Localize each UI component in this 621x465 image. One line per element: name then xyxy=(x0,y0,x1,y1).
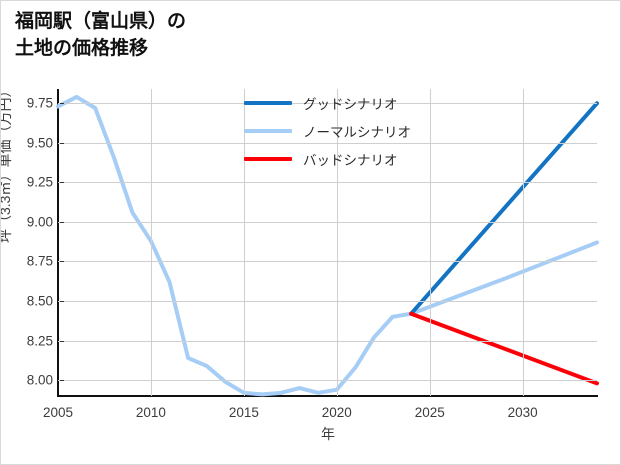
x-axis-tick-label: 2025 xyxy=(414,405,445,420)
legend-item-normal: ノーマルシナリオ xyxy=(244,117,474,145)
x-axis-tick-label: 2030 xyxy=(507,405,538,420)
gridline-vertical xyxy=(244,89,245,396)
y-axis-tick-mark xyxy=(60,301,64,302)
y-axis-tick-label: 9.00 xyxy=(26,214,53,230)
gridline-vertical xyxy=(523,89,524,396)
gridline-horizontal xyxy=(58,341,597,342)
x-axis-tick-label: 2015 xyxy=(228,405,259,420)
legend-swatch-bad xyxy=(244,157,292,161)
gridline-horizontal xyxy=(58,222,597,223)
chart-legend: グッドシナリオ ノーマルシナリオ バッドシナリオ xyxy=(244,89,474,173)
gridline-vertical xyxy=(430,89,431,396)
legend-item-good: グッドシナリオ xyxy=(244,89,474,117)
gridline-horizontal xyxy=(58,301,597,302)
y-axis-tick-mark xyxy=(60,182,64,183)
y-axis-tick-mark xyxy=(60,222,64,223)
legend-label-good: グッドシナリオ xyxy=(303,97,398,112)
gridline-horizontal xyxy=(58,380,597,381)
gridline-horizontal xyxy=(58,103,597,104)
y-axis-label: 坪（3.3㎡）単価（万円） xyxy=(0,83,13,243)
x-axis-tick-label: 2010 xyxy=(135,405,166,420)
gridline-horizontal xyxy=(58,182,597,183)
y-axis-tick-mark xyxy=(60,103,64,104)
y-axis-tick-label: 8.50 xyxy=(26,293,53,309)
series-line xyxy=(56,94,599,397)
gridline-vertical xyxy=(337,89,338,396)
y-axis-tick-mark xyxy=(60,143,64,144)
y-axis-tick-mark xyxy=(60,341,64,342)
y-axis-tick-mark xyxy=(60,261,64,262)
legend-label-bad: バッドシナリオ xyxy=(303,153,398,168)
y-axis-tick-label: 9.25 xyxy=(26,174,53,190)
legend-item-bad: バッドシナリオ xyxy=(244,145,474,173)
x-axis-tick-label: 2020 xyxy=(321,405,352,420)
gridline-horizontal xyxy=(58,143,597,144)
y-axis-tick-label: 9.50 xyxy=(26,135,53,151)
y-axis-tick-label: 8.75 xyxy=(26,253,53,269)
legend-swatch-good xyxy=(244,101,292,105)
legend-swatch-normal xyxy=(244,129,292,133)
y-axis-tick-label: 9.75 xyxy=(26,95,53,111)
series-lines xyxy=(56,94,599,397)
x-axis-label: 年 xyxy=(321,426,335,442)
x-axis-line xyxy=(57,395,598,397)
gridline-horizontal xyxy=(58,261,597,262)
series-line xyxy=(409,101,599,316)
page-title: 福岡駅（富山県）の 土地の価格推移 xyxy=(15,11,187,59)
gridline-vertical xyxy=(151,89,152,396)
y-axis-tick-label: 8.00 xyxy=(26,372,53,388)
y-axis-tick-mark xyxy=(60,380,64,381)
y-axis-line xyxy=(57,89,59,397)
legend-label-normal: ノーマルシナリオ xyxy=(303,125,411,140)
plot-area xyxy=(56,89,599,397)
x-axis-tick-label: 2005 xyxy=(42,405,74,420)
series-line xyxy=(409,311,599,386)
y-axis-tick-label: 8.25 xyxy=(26,333,53,349)
